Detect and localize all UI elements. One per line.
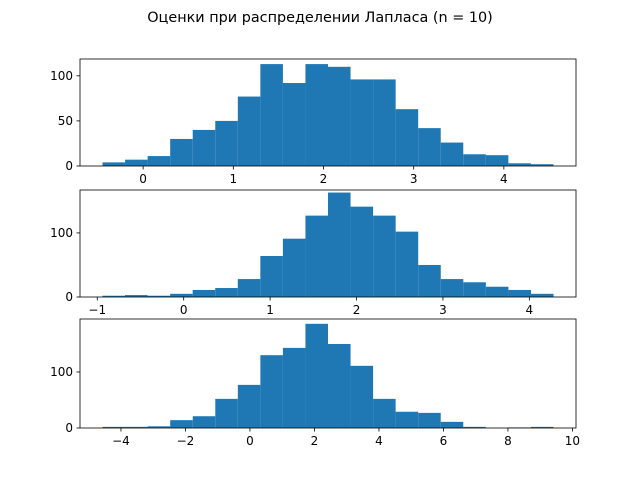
- histogram-bar: [170, 420, 193, 428]
- histogram-bar: [260, 64, 283, 166]
- x-tick-label: 1: [229, 172, 237, 186]
- x-tick-label: 4: [375, 434, 383, 448]
- histogram-bar: [237, 384, 261, 428]
- histogram-bar: [485, 155, 509, 166]
- histogram-bar: [508, 289, 531, 297]
- histogram-bar: [530, 164, 554, 166]
- histogram-bar: [418, 412, 441, 428]
- histogram-bar: [463, 282, 486, 297]
- histogram-bar: [418, 264, 441, 297]
- y-tick-label: 50: [58, 114, 73, 128]
- histogram-bar: [282, 347, 306, 428]
- histogram-bar: [440, 279, 464, 297]
- y-tick-label: 0: [65, 421, 73, 435]
- x-tick-label: −1: [88, 303, 106, 317]
- histogram-bar: [192, 129, 216, 166]
- histogram-bar: [215, 120, 238, 166]
- histogram-bar: [395, 109, 419, 166]
- axes-frame: [79, 58, 577, 167]
- x-tick-label: 0: [139, 172, 147, 186]
- histogram-bar: [170, 293, 193, 297]
- x-tick-label: 2: [320, 172, 328, 186]
- y-tick-label: 100: [50, 69, 73, 83]
- y-tick-label: 100: [50, 365, 73, 379]
- histogram-bar: [260, 255, 283, 297]
- x-tick-label: 0: [246, 434, 254, 448]
- y-tick-label: 0: [65, 159, 73, 173]
- x-tick-label: −4: [112, 434, 130, 448]
- x-tick-label: 6: [440, 434, 448, 448]
- histogram-bar: [373, 215, 396, 297]
- histogram-bar: [373, 79, 396, 166]
- figure-title: Оценки при распределении Лапласа (n = 10…: [147, 10, 493, 26]
- x-tick-label: −2: [177, 434, 195, 448]
- histogram-bar: [373, 398, 396, 428]
- histogram-bar: [350, 206, 374, 297]
- histogram-bar: [530, 426, 554, 428]
- histogram-bar: [192, 289, 216, 297]
- histogram-bar: [328, 343, 351, 428]
- histogram-bar: [328, 192, 351, 297]
- histogram-bar: [282, 83, 306, 166]
- y-tick-label: 0: [65, 290, 73, 304]
- x-tick-label: 4: [526, 303, 534, 317]
- histogram-bar: [305, 215, 328, 297]
- histogram-bar: [328, 66, 351, 166]
- axes-frame: [79, 189, 577, 298]
- histogram-bar: [215, 288, 238, 297]
- histogram-bar: [170, 138, 193, 166]
- histogram-bar: [125, 159, 148, 166]
- x-tick-label: 3: [439, 303, 447, 317]
- x-tick-label: 3: [410, 172, 418, 186]
- histogram-bar: [440, 421, 464, 428]
- x-tick-label: 2: [353, 303, 361, 317]
- histogram-bar: [147, 426, 171, 428]
- histogram-bar: [395, 411, 419, 428]
- histogram-bar: [305, 323, 328, 428]
- histogram-bar: [418, 128, 441, 166]
- histogram-bar: [350, 79, 374, 166]
- y-tick-label: 100: [50, 226, 73, 240]
- histogram-bar: [102, 295, 126, 297]
- histogram-bar: [463, 426, 486, 428]
- histogram-bar: [530, 293, 554, 297]
- histogram-bar: [305, 64, 328, 166]
- histogram-bar: [485, 286, 509, 297]
- histogram-bar: [463, 154, 486, 166]
- histogram-bar: [440, 142, 464, 166]
- x-tick-label: 8: [504, 434, 512, 448]
- axes-frame: [79, 318, 577, 429]
- histogram-bar: [102, 162, 126, 166]
- histogram-bar: [508, 163, 531, 166]
- histogram-bar: [237, 279, 261, 297]
- histogram-bar: [192, 416, 216, 428]
- x-tick-label: 4: [500, 172, 508, 186]
- x-tick-label: 2: [311, 434, 319, 448]
- x-tick-label: 0: [180, 303, 188, 317]
- histogram-bar: [237, 96, 261, 166]
- histogram-bar: [350, 365, 374, 428]
- histogram-bar: [215, 398, 238, 428]
- histogram-bar: [102, 426, 126, 428]
- histogram-bar: [395, 231, 419, 297]
- x-tick-label: 1: [266, 303, 274, 317]
- histogram-bar: [282, 238, 306, 297]
- histogram-bar: [147, 295, 171, 297]
- histogram-bar: [125, 426, 148, 428]
- histogram-bar: [125, 295, 148, 297]
- histogram-bar: [147, 156, 171, 166]
- histogram-bar: [260, 355, 283, 428]
- x-tick-label: 10: [565, 434, 580, 448]
